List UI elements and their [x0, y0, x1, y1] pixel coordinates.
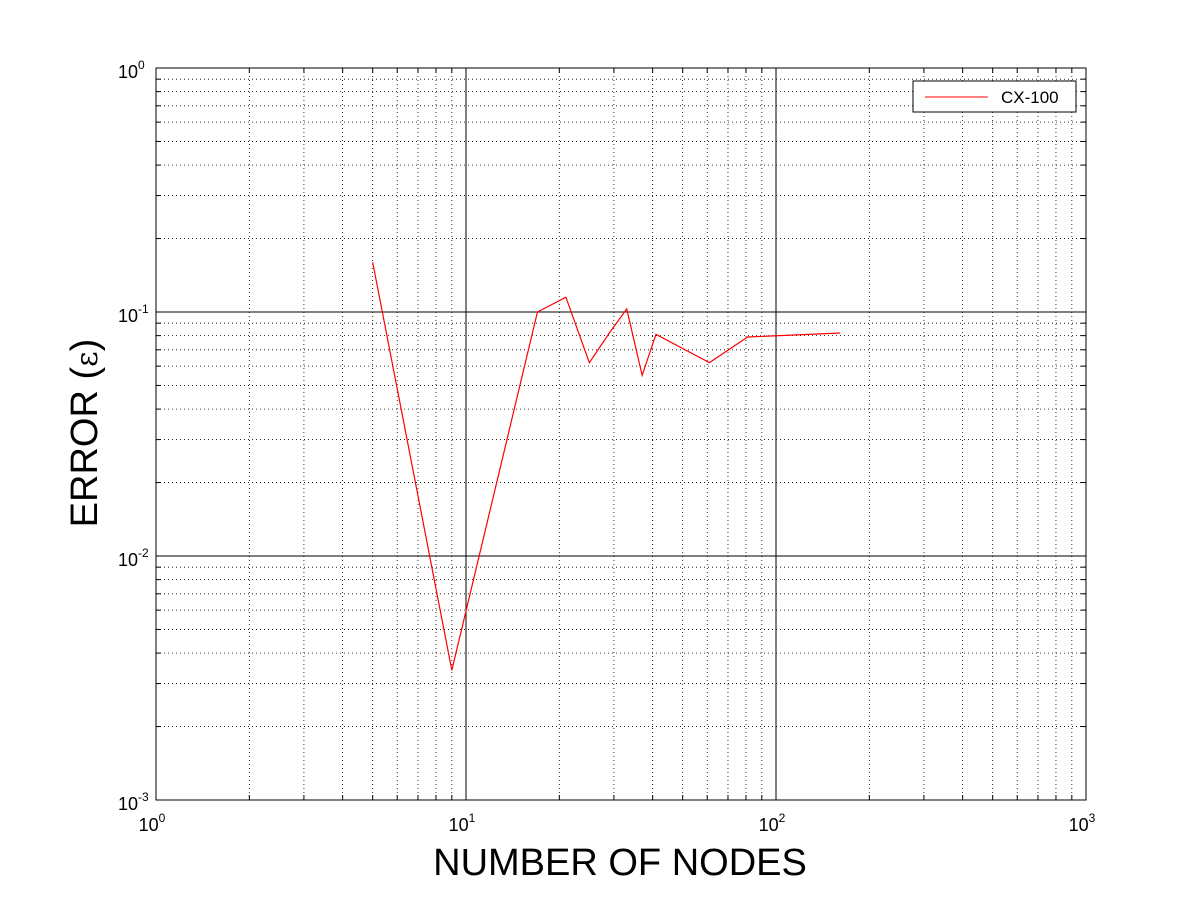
y-axis-title-text: ERROR (	[64, 367, 106, 528]
x-tick-base: 10	[1069, 815, 1089, 835]
y-axis-title-close: )	[64, 339, 106, 352]
minor-grid	[156, 68, 1086, 800]
y-tick-exponent: -2	[138, 546, 149, 560]
series-line-0	[372, 262, 841, 671]
x-tick-exponent: 3	[1089, 811, 1096, 825]
y-axis-title: ERROR (ε)	[64, 339, 106, 528]
y-tick-label: 10-2	[118, 546, 149, 570]
y-tick-base: 10	[118, 794, 138, 814]
x-tick-label: 102	[759, 811, 786, 835]
plot-frame	[155, 67, 1087, 801]
x-tick-label: 101	[449, 811, 476, 835]
y-tick-label: 10-3	[118, 790, 149, 814]
y-tick-base: 10	[118, 550, 138, 570]
x-tick-exponent: 0	[159, 811, 166, 825]
x-axis-title: NUMBER OF NODES	[433, 842, 807, 884]
x-tick-exponent: 2	[779, 811, 786, 825]
x-tick-exponent: 1	[469, 811, 476, 825]
legend: CX-100	[912, 80, 1077, 113]
y-axis-title-symbol: ε	[70, 351, 105, 367]
x-tick-base: 10	[139, 815, 159, 835]
legend-series-label: CX-100	[1001, 88, 1059, 107]
y-tick-exponent: -3	[138, 790, 149, 804]
x-tick-label: 103	[1069, 811, 1096, 835]
y-tick-base: 10	[118, 62, 138, 82]
y-tick-exponent: 0	[138, 58, 145, 72]
series-layer	[372, 262, 841, 671]
y-tick-exponent: -1	[138, 302, 149, 316]
y-tick-label: 100	[118, 58, 145, 82]
x-tick-label: 100	[139, 811, 166, 835]
y-tick-base: 10	[118, 306, 138, 326]
x-tick-base: 10	[449, 815, 469, 835]
axis-ticks	[156, 68, 1086, 800]
x-tick-labels: 100 101 102 103	[139, 811, 1096, 835]
major-grid	[155, 67, 1087, 801]
y-tick-label: 10-1	[118, 302, 149, 326]
x-tick-base: 10	[759, 815, 779, 835]
